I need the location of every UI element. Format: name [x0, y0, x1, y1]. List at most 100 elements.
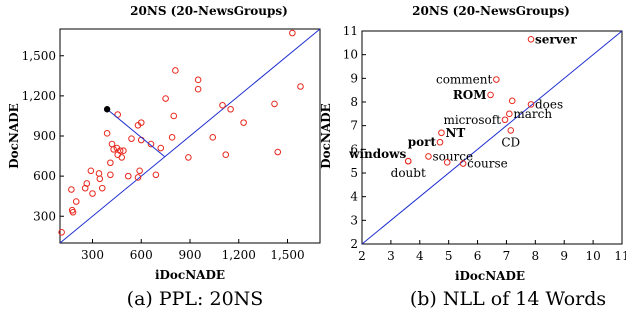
- chart-a-x-axis-label: iDocNADE: [155, 268, 225, 282]
- b-y-tick-label: 4: [350, 190, 358, 204]
- b-data-point: [506, 110, 513, 118]
- b-x-tick-label: 11: [614, 249, 626, 263]
- chart-a-diagonal-line: [59, 28, 321, 244]
- b-x-tick-label: 9: [560, 249, 568, 263]
- a-data-point: [227, 105, 234, 113]
- b-y-tick-label: 7: [350, 119, 358, 133]
- chart-b-plot-frame: [361, 30, 623, 245]
- b-y-tick-label: 9: [350, 71, 358, 85]
- a-x-tick-label: 1,200: [222, 248, 256, 262]
- b-data-point: [459, 160, 467, 167]
- chart-a-highlight-point: [103, 106, 111, 113]
- a-data-point: [69, 208, 77, 216]
- b-x-tick-label: 6: [474, 249, 482, 263]
- a-x-tick-label: 1,500: [270, 248, 304, 262]
- b-y-tick-label: 11: [343, 24, 358, 38]
- a-data-point: [58, 229, 65, 236]
- a-data-point: [170, 112, 178, 120]
- b-y-tick-label: 8: [350, 95, 358, 109]
- b-x-tick-label: 3: [387, 249, 395, 263]
- a-y-tick-label: 300: [33, 209, 56, 223]
- a-data-point: [185, 154, 192, 161]
- a-data-point: [118, 154, 126, 161]
- chart-a-projection-line: [106, 108, 166, 158]
- a-data-point: [83, 180, 91, 187]
- caption-b: (b) NLL of 14 Words: [409, 288, 607, 310]
- a-data-point: [124, 172, 132, 180]
- a-data-point: [120, 147, 127, 155]
- a-data-point: [219, 101, 226, 109]
- a-data-point: [289, 29, 296, 37]
- a-data-point: [103, 130, 111, 137]
- a-data-point: [72, 198, 80, 205]
- b-data-point: [436, 138, 444, 146]
- a-data-point: [136, 167, 143, 175]
- chart-a-ticks: 300 600 900 1,200 1,500 300 600 900 1,200 1,500: [22, 49, 305, 262]
- chart-a-ppl: 20NS (20-NewsGroups) 300 600 900 1,200 1,500…: [7, 4, 321, 282]
- b-data-point: [501, 116, 509, 124]
- a-x-tick-label: 300: [81, 248, 104, 262]
- caption-a: (a) PPL: 20NS: [126, 288, 264, 310]
- a-data-point: [172, 67, 179, 74]
- a-data-point: [137, 119, 145, 126]
- chart-b-x-axis-label: iDocNADE: [455, 269, 525, 283]
- b-point-label: windows: [348, 147, 406, 161]
- b-point-label: ROM: [453, 88, 487, 102]
- a-data-point: [194, 76, 202, 84]
- a-data-point: [108, 140, 116, 148]
- b-point-label: server: [535, 32, 577, 46]
- a-data-point: [107, 171, 114, 179]
- a-x-tick-label: 900: [179, 248, 202, 262]
- a-y-tick-label: 900: [33, 129, 56, 143]
- b-point-label: CD: [501, 135, 520, 149]
- a-y-tick-label: 600: [33, 169, 56, 183]
- a-y-tick-label: 1,500: [22, 49, 56, 63]
- chart-a-points: [58, 29, 304, 236]
- b-data-point: [527, 101, 535, 108]
- a-data-point: [168, 134, 176, 141]
- b-data-point: [438, 129, 445, 137]
- a-data-point: [116, 147, 124, 155]
- a-data-point: [147, 140, 155, 148]
- a-data-point: [152, 171, 160, 179]
- chart-b-y-axis-label: DocNADE: [319, 103, 333, 169]
- b-x-tick-label: 4: [416, 249, 424, 263]
- chart-a-title: 20NS (20-NewsGroups): [130, 4, 288, 18]
- b-y-tick-label: 5: [350, 166, 358, 180]
- b-data-point: [493, 76, 500, 83]
- a-data-point: [95, 170, 103, 177]
- b-point-label: NT: [445, 126, 465, 140]
- b-data-point: [508, 97, 516, 105]
- b-data-point: [404, 157, 412, 165]
- b-point-label: doubt: [391, 166, 426, 180]
- b-point-label: comment: [436, 73, 493, 87]
- chart-b-title: 20NS (20-NewsGroups): [412, 4, 570, 18]
- b-data-point: [425, 153, 432, 160]
- a-data-point: [222, 151, 230, 159]
- b-x-tick-label: 7: [503, 249, 511, 263]
- a-data-point: [128, 135, 135, 142]
- a-data-point: [96, 175, 104, 183]
- chart-a-y-axis-label: DocNADE: [7, 103, 21, 169]
- b-x-tick-label: 8: [532, 249, 540, 263]
- a-data-point: [134, 174, 142, 181]
- chart-b-diagonal-line: [361, 30, 623, 245]
- chart-b-ticks: 2 3 4 5 6 7 8 9 10 11 2 3 4 5 6 7 8 9 10 11: [343, 24, 626, 263]
- a-data-point: [297, 83, 304, 90]
- a-data-point: [271, 100, 278, 108]
- b-y-tick-label: 2: [350, 237, 358, 251]
- b-data-point: [487, 91, 494, 99]
- a-data-point: [68, 186, 75, 193]
- a-data-point: [157, 144, 165, 152]
- a-data-point: [274, 148, 282, 156]
- b-y-tick-label: 3: [350, 213, 358, 227]
- a-data-point: [98, 184, 106, 192]
- b-data-point: [443, 159, 451, 166]
- b-x-tick-label: 2: [358, 249, 366, 263]
- a-y-tick-label: 1,200: [22, 89, 56, 103]
- a-x-tick-label: 600: [130, 248, 153, 262]
- b-x-tick-label: 5: [445, 249, 453, 263]
- a-data-point: [240, 119, 247, 126]
